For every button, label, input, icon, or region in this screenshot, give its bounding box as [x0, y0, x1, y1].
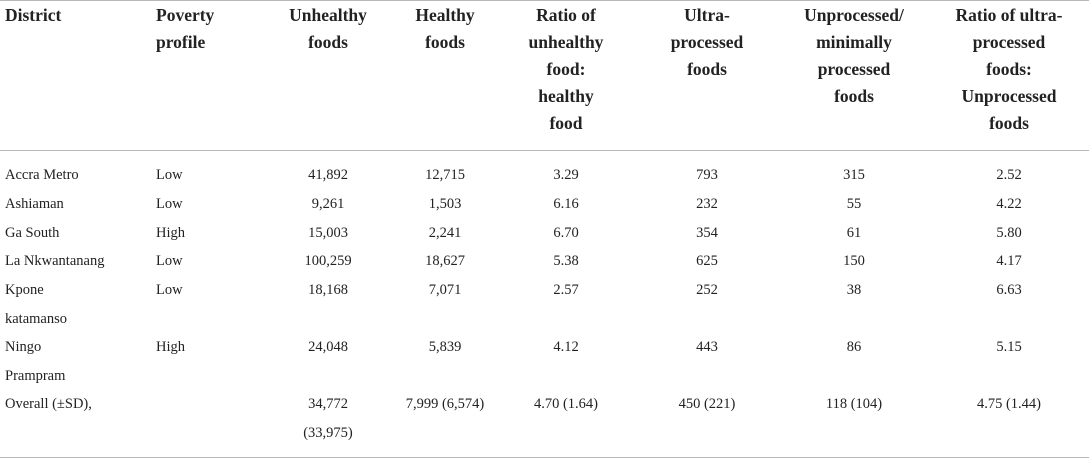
- table-cell: 18,168: [308, 282, 348, 298]
- table-bottom-rule: [0, 457, 1089, 458]
- header-unhealthy-foods: Unhealthy foods: [289, 5, 367, 52]
- table-cell: 9,261: [311, 196, 345, 212]
- table-cell: 55: [846, 196, 862, 212]
- table-cell: 4.22: [996, 196, 1022, 212]
- table-cell: 3.29: [553, 167, 579, 183]
- table-top-rule: [0, 0, 1089, 1]
- table-cell: 1,503: [428, 196, 462, 212]
- table-cell: 24,048: [308, 339, 348, 355]
- table-cell: 86: [846, 339, 862, 355]
- table-cell: 118 (104): [825, 396, 883, 412]
- table-cell: 354: [696, 225, 718, 241]
- table-cell: 252: [696, 282, 718, 298]
- table-cell: 625: [696, 253, 718, 269]
- table-cell: 61: [846, 225, 862, 241]
- table-cell: 4.17: [996, 253, 1022, 269]
- table-cell: Ashiaman: [5, 196, 64, 212]
- table-cell: 2.52: [996, 167, 1022, 183]
- header-healthy-foods: Healthy foods: [415, 5, 475, 52]
- header-poverty-profile: Poverty profile: [156, 5, 215, 52]
- table-cell: 5,839: [428, 339, 462, 355]
- table-cell: 793: [696, 167, 718, 183]
- table-cell: 4.70 (1.64): [533, 396, 599, 412]
- table-header-rule: [0, 150, 1089, 151]
- table-cell: 2.57: [553, 282, 579, 298]
- table-cell: 34,772 (33,975): [303, 396, 353, 441]
- table-cell: 2,241: [428, 225, 462, 241]
- table-cell: 232: [696, 196, 718, 212]
- table-cell: Ningo Prampram: [5, 339, 66, 384]
- table-cell: 315: [843, 167, 865, 183]
- table-cell: Low: [156, 167, 183, 183]
- table-cell: 4.75 (1.44): [976, 396, 1042, 412]
- table-cell: 7,071: [428, 282, 462, 298]
- table-cell: Low: [156, 253, 183, 269]
- table-cell: 6.70: [553, 225, 579, 241]
- header-ratio-unhealthy-healthy: Ratio of unhealthy food: healthy food: [528, 5, 604, 133]
- table-cell: 100,259: [304, 253, 352, 269]
- table-cell: Kpone katamanso: [5, 282, 68, 327]
- table-cell: La Nkwantanang: [5, 253, 105, 269]
- table-cell: 41,892: [308, 167, 348, 183]
- header-ratio-ultra-unprocessed: Ratio of ultra- processed foods: Unproce…: [955, 5, 1063, 133]
- table-cell: 7,999 (6,574): [405, 396, 485, 412]
- table-cell: 5.80: [996, 225, 1022, 241]
- table-cell: 4.12: [553, 339, 579, 355]
- table-cell: 5.15: [996, 339, 1022, 355]
- table-cell: 443: [696, 339, 718, 355]
- table-cell: 18,627: [425, 253, 465, 269]
- header-unprocessed: Unprocessed/ minimally processed foods: [804, 5, 904, 106]
- table-cell: High: [156, 225, 185, 241]
- header-ultra-processed: Ultra- processed foods: [670, 5, 744, 79]
- table-cell: Overall (±SD),: [5, 396, 92, 412]
- table-cell: 450 (221): [678, 396, 736, 412]
- table-cell: Ga South: [5, 225, 60, 241]
- table-cell: Low: [156, 282, 183, 298]
- table-cell: 150: [843, 253, 865, 269]
- table-cell: 6.63: [996, 282, 1022, 298]
- header-district: District: [5, 5, 62, 25]
- table-cell: 15,003: [308, 225, 348, 241]
- table-cell: Low: [156, 196, 183, 212]
- table-cell: 12,715: [425, 167, 465, 183]
- table-cell: 6.16: [553, 196, 579, 212]
- table-cell: 38: [846, 282, 862, 298]
- table-cell: High: [156, 339, 185, 355]
- table-cell: Accra Metro: [5, 167, 79, 183]
- table-cell: 5.38: [553, 253, 579, 269]
